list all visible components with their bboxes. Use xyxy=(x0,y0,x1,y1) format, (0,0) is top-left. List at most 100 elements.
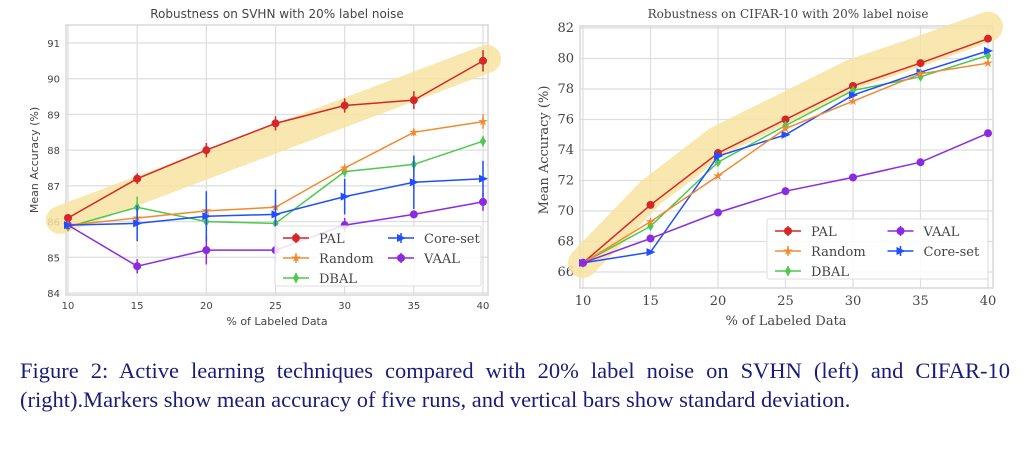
data-point xyxy=(579,258,587,267)
x-tick-label: 35 xyxy=(912,294,929,309)
data-point xyxy=(983,58,993,68)
data-point xyxy=(64,214,72,222)
y-tick-label: 84 xyxy=(47,289,60,300)
x-tick-label: 35 xyxy=(407,301,420,312)
y-tick-label: 82 xyxy=(557,21,574,36)
y-tick-label: 90 xyxy=(47,75,60,86)
data-point xyxy=(713,170,723,180)
chart-title: Robustness on SVHN with 20% label noise xyxy=(150,7,404,21)
data-point xyxy=(916,59,925,68)
legend-marker xyxy=(784,266,792,276)
legend-label: Random xyxy=(811,245,866,260)
legend-marker xyxy=(292,273,300,283)
data-point xyxy=(781,187,790,196)
data-point xyxy=(409,96,418,105)
data-point xyxy=(133,174,142,183)
data-point xyxy=(202,146,211,155)
legend-marker xyxy=(783,246,793,255)
series-random xyxy=(578,58,993,267)
data-point xyxy=(984,34,992,43)
data-point xyxy=(646,200,655,209)
x-tick-label: 25 xyxy=(777,294,794,309)
data-point xyxy=(340,192,350,201)
legend-label: VAAL xyxy=(423,252,460,267)
legend-box xyxy=(766,218,989,280)
data-point xyxy=(645,216,656,226)
legend-marker xyxy=(896,247,906,255)
data-point xyxy=(646,248,656,257)
x-tick-label: 20 xyxy=(710,294,727,309)
legend-marker xyxy=(397,234,406,242)
highlight-band xyxy=(46,44,501,234)
x-tick-label: 10 xyxy=(62,301,75,312)
y-tick-label: 91 xyxy=(47,39,60,50)
y-tick-label: 80 xyxy=(557,52,574,67)
data-point xyxy=(202,246,211,255)
highlight-band xyxy=(568,11,1003,278)
data-point xyxy=(915,68,926,78)
legend: PAL Random DBAL Core-set VAAL xyxy=(274,225,482,287)
legend-label: Core-set xyxy=(924,245,980,260)
legend-marker xyxy=(397,254,405,262)
data-point xyxy=(409,178,419,187)
svhn-chart: Robustness on SVHN with 20% label noise … xyxy=(28,7,501,328)
data-point xyxy=(202,212,212,221)
data-point xyxy=(339,163,350,172)
x-tick-label: 40 xyxy=(477,301,490,312)
y-tick-label: 89 xyxy=(47,110,60,121)
series-pal xyxy=(64,50,487,222)
y-axis-label: Mean Accuracy (%) xyxy=(28,107,41,213)
y-tick-label: 68 xyxy=(557,235,574,250)
legend: PAL Random DBAL VAAL Core-set xyxy=(766,218,989,280)
legend-marker xyxy=(291,253,301,262)
legend-marker xyxy=(896,227,905,235)
data-point xyxy=(849,173,857,182)
data-point xyxy=(340,101,349,110)
data-point xyxy=(479,174,488,183)
y-tick-label: 85 xyxy=(47,253,60,264)
legend-marker xyxy=(292,234,300,242)
data-point xyxy=(133,219,143,228)
data-point xyxy=(479,197,487,206)
x-tick-label: 20 xyxy=(200,301,213,312)
legend-label: PAL xyxy=(811,225,837,240)
data-point xyxy=(781,130,791,139)
y-tick-label: 76 xyxy=(557,113,574,128)
data-point xyxy=(848,96,858,106)
legend-marker xyxy=(784,227,792,235)
data-point xyxy=(780,123,791,133)
data-point xyxy=(916,158,925,167)
data-point xyxy=(646,234,655,243)
data-point xyxy=(479,56,487,65)
chart-title: Robustness on CIFAR-10 with 20% label no… xyxy=(648,7,929,21)
legend-label: DBAL xyxy=(319,272,357,287)
y-tick-label: 74 xyxy=(557,143,574,158)
y-axis-label: Mean Accuracy (%) xyxy=(537,86,552,215)
figure: Robustness on SVHN with 20% label noise … xyxy=(28,7,1003,329)
y-tick-label: 72 xyxy=(557,174,574,189)
legend-label: PAL xyxy=(319,232,345,247)
x-tick-label: 25 xyxy=(269,301,282,312)
data-point xyxy=(409,210,418,219)
y-tick-label: 70 xyxy=(557,204,574,219)
data-point xyxy=(714,157,722,168)
x-axis-label: % of Labeled Data xyxy=(725,314,846,329)
x-axis-label: % of Labeled Data xyxy=(226,315,327,328)
series-core-set xyxy=(64,155,488,242)
data-point xyxy=(409,127,419,137)
y-tick-label: 78 xyxy=(557,82,574,97)
cifar10-chart: Robustness on CIFAR-10 with 20% label no… xyxy=(537,7,1003,329)
data-point xyxy=(133,262,142,271)
plot-frame xyxy=(579,25,994,289)
legend-label: Core-set xyxy=(424,232,480,247)
data-point xyxy=(781,115,790,124)
figure-caption: Figure 2: Active learning techniques com… xyxy=(20,358,1010,412)
x-tick-label: 10 xyxy=(575,294,592,309)
data-point xyxy=(984,129,992,138)
series-vaal xyxy=(579,129,992,267)
data-point xyxy=(271,210,281,219)
legend-label: VAAL xyxy=(923,225,960,240)
x-tick-label: 40 xyxy=(980,294,997,309)
data-point xyxy=(714,208,722,217)
data-point xyxy=(478,116,488,126)
